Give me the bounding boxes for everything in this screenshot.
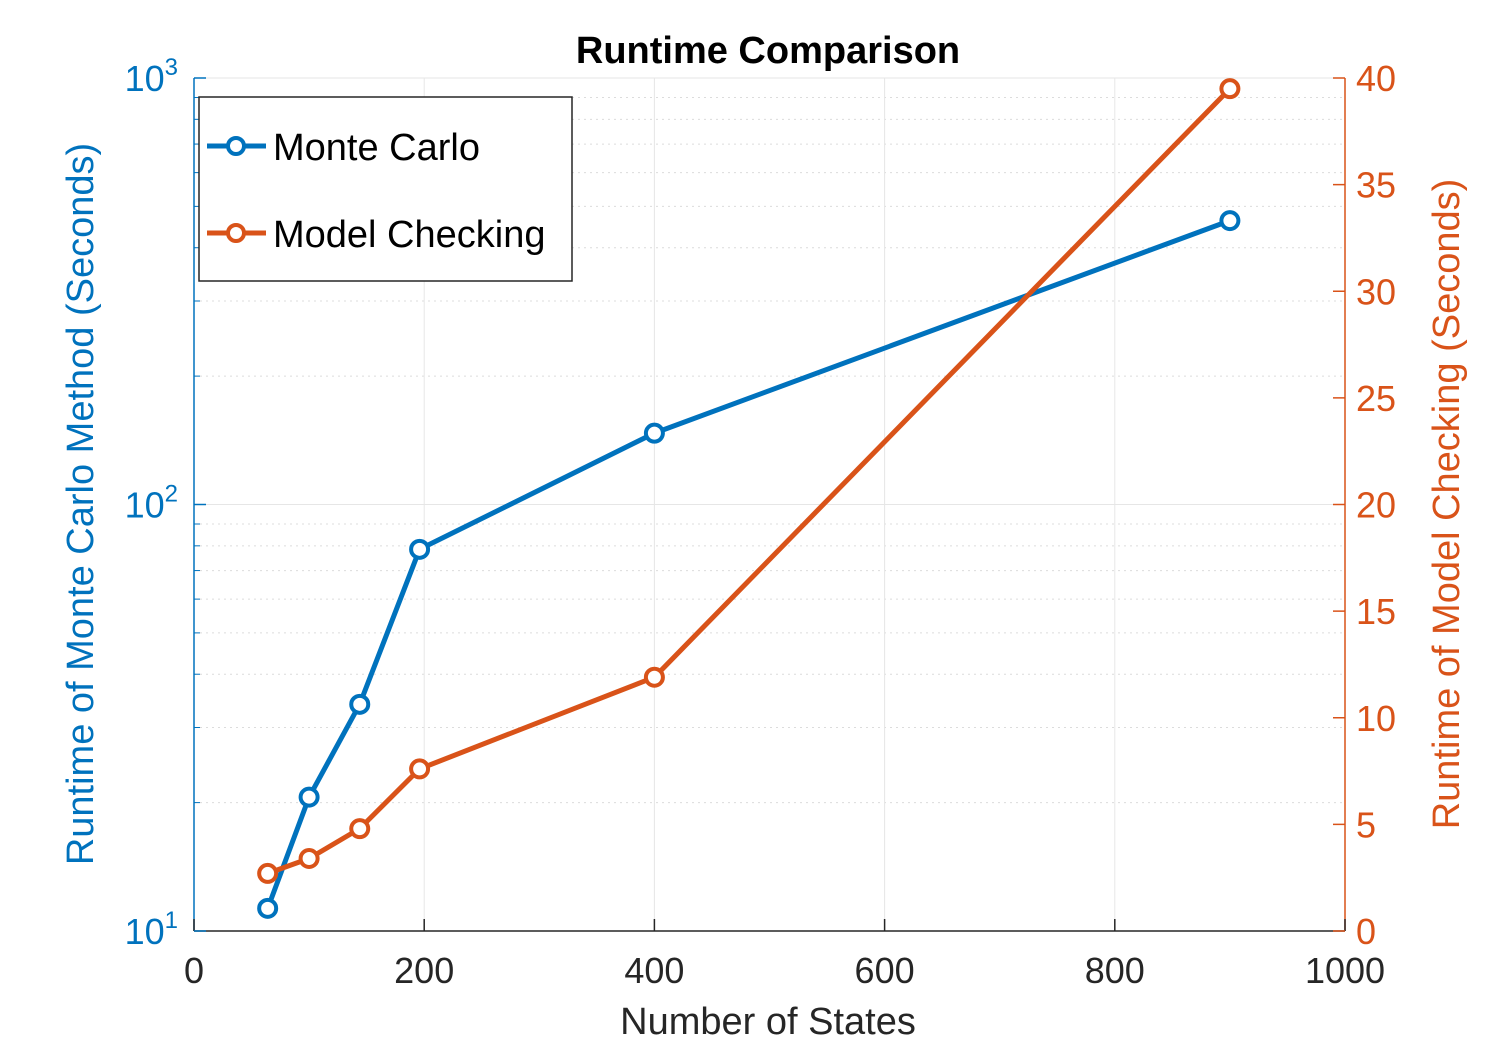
y-right-tick-label: 15 (1356, 591, 1396, 632)
legend: Monte Carlo Model Checking (198, 96, 573, 282)
data-point-monte-carlo (1219, 210, 1241, 232)
x-axis-label: Number of States (620, 1001, 916, 1043)
axes (193, 77, 1346, 932)
data-point-monte-carlo (349, 693, 371, 715)
y-right-tick-label: 35 (1356, 165, 1396, 206)
x-tick-label: 600 (855, 950, 915, 991)
data-point-monte-carlo (298, 786, 320, 808)
y-right-tick-label: 30 (1356, 271, 1396, 312)
x-tick-label: 1000 (1305, 950, 1385, 991)
y-right-tick-label: 5 (1356, 804, 1376, 845)
legend-box (198, 96, 573, 282)
legend-label-model-checking: Model Checking (273, 214, 545, 256)
data-point-monte-carlo (257, 897, 279, 919)
x-tick-label: 0 (184, 950, 204, 991)
y-left-tick-label: 102 (125, 481, 178, 526)
legend-item-model-checking: Model Checking (207, 214, 545, 256)
tick-labels: 0 200 400 600 800 1000 101 102 103 0 5 10 15 20 25 30 35… (125, 54, 1396, 991)
x-tick-label: 400 (624, 950, 684, 991)
legend-marker-model-checking (226, 223, 246, 243)
data-point-model-checking (257, 862, 279, 884)
y-axis-right-label: Runtime of Model Checking (Seconds) (1426, 179, 1468, 830)
data-point-model-checking (298, 847, 320, 869)
y-right-tick-label: 0 (1356, 911, 1376, 952)
x-tick-label: 800 (1085, 950, 1145, 991)
data-point-monte-carlo (409, 538, 431, 560)
data-point-model-checking (1219, 78, 1241, 100)
y-right-tick-label: 20 (1356, 485, 1396, 526)
y-left-tick-label: 101 (125, 907, 178, 952)
data-point-model-checking (349, 818, 371, 840)
series-line-monte-carlo (265, 218, 1233, 911)
legend-label-monte-carlo: Monte Carlo (273, 127, 480, 169)
y-right-tick-label: 25 (1356, 378, 1396, 419)
y-right-tick-label: 10 (1356, 698, 1396, 739)
legend-marker-monte-carlo (226, 136, 246, 156)
y-axis-left-label: Runtime of Monte Carlo Method (Seconds) (60, 143, 102, 865)
y-left-tick-label: 103 (125, 54, 178, 99)
data-point-monte-carlo (643, 422, 665, 444)
data-point-model-checking (409, 758, 431, 780)
series-layer (257, 78, 1241, 919)
legend-item-monte-carlo: Monte Carlo (207, 127, 480, 169)
x-tick-label: 200 (394, 950, 454, 991)
y-right-tick-label: 40 (1356, 58, 1396, 99)
data-point-model-checking (643, 666, 665, 688)
chart-title: Runtime Comparison (576, 30, 960, 72)
